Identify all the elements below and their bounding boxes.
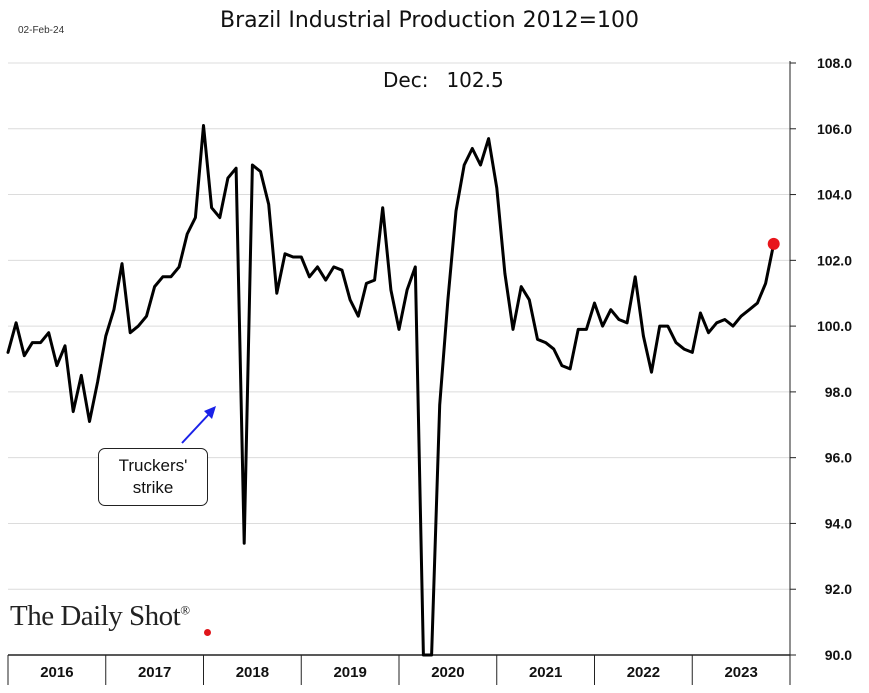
date-stamp: 02-Feb-24 (18, 25, 65, 36)
x-tick-label: 2018 (236, 664, 269, 681)
callout-line-2: strike (132, 478, 174, 497)
x-tick-label: 2020 (431, 664, 464, 681)
latest-label: Dec: (383, 68, 429, 92)
x-tick-label: 2019 (333, 664, 366, 681)
y-tick-label: 102.0 (817, 252, 852, 268)
chart-title: Brazil Industrial Production 2012=100 (0, 8, 869, 33)
logo-text: The Daily Shot (10, 600, 181, 632)
logo-dot-icon (204, 629, 211, 636)
latest-value: 102.5 (446, 68, 504, 92)
y-tick-label: 90.0 (825, 647, 852, 663)
annotation-arrow (181, 406, 216, 444)
y-tick-label: 100.0 (817, 318, 852, 334)
daily-shot-logo: The Daily Shot® (10, 600, 190, 633)
y-tick-label: 92.0 (825, 581, 852, 597)
truckers-strike-callout: Truckers' strike (98, 448, 208, 506)
y-tick-label: 104.0 (817, 187, 852, 203)
x-tick-label: 2016 (40, 664, 73, 681)
y-tick-label: 94.0 (825, 515, 852, 531)
y-tick-label: 96.0 (825, 450, 852, 466)
series-line (6, 124, 776, 657)
x-axis: 2016 2017 2018 2019 2020 2021 2022 2023 (7, 654, 791, 685)
logo-registered-mark: ® (180, 602, 190, 618)
x-tick-label: 2017 (138, 664, 171, 681)
y-tick-label: 106.0 (817, 121, 852, 137)
y-axis: 90.0 92.0 94.0 96.0 98.0 100.0 102.0 104.0 106.0… (789, 55, 852, 663)
latest-value-readout: Dec: 102.5 (383, 68, 504, 92)
y-tick-label: 98.0 (825, 384, 852, 400)
x-tick-label: 2022 (627, 664, 660, 681)
callout-line-1: Truckers' (118, 456, 188, 475)
y-tick-label: 108.0 (817, 55, 852, 71)
chart-title-text: Brazil Industrial Production 2012=100 (219, 8, 639, 33)
x-tick-label: 2023 (724, 664, 757, 681)
last-point-marker (767, 237, 780, 250)
x-tick-label: 2021 (529, 664, 562, 681)
